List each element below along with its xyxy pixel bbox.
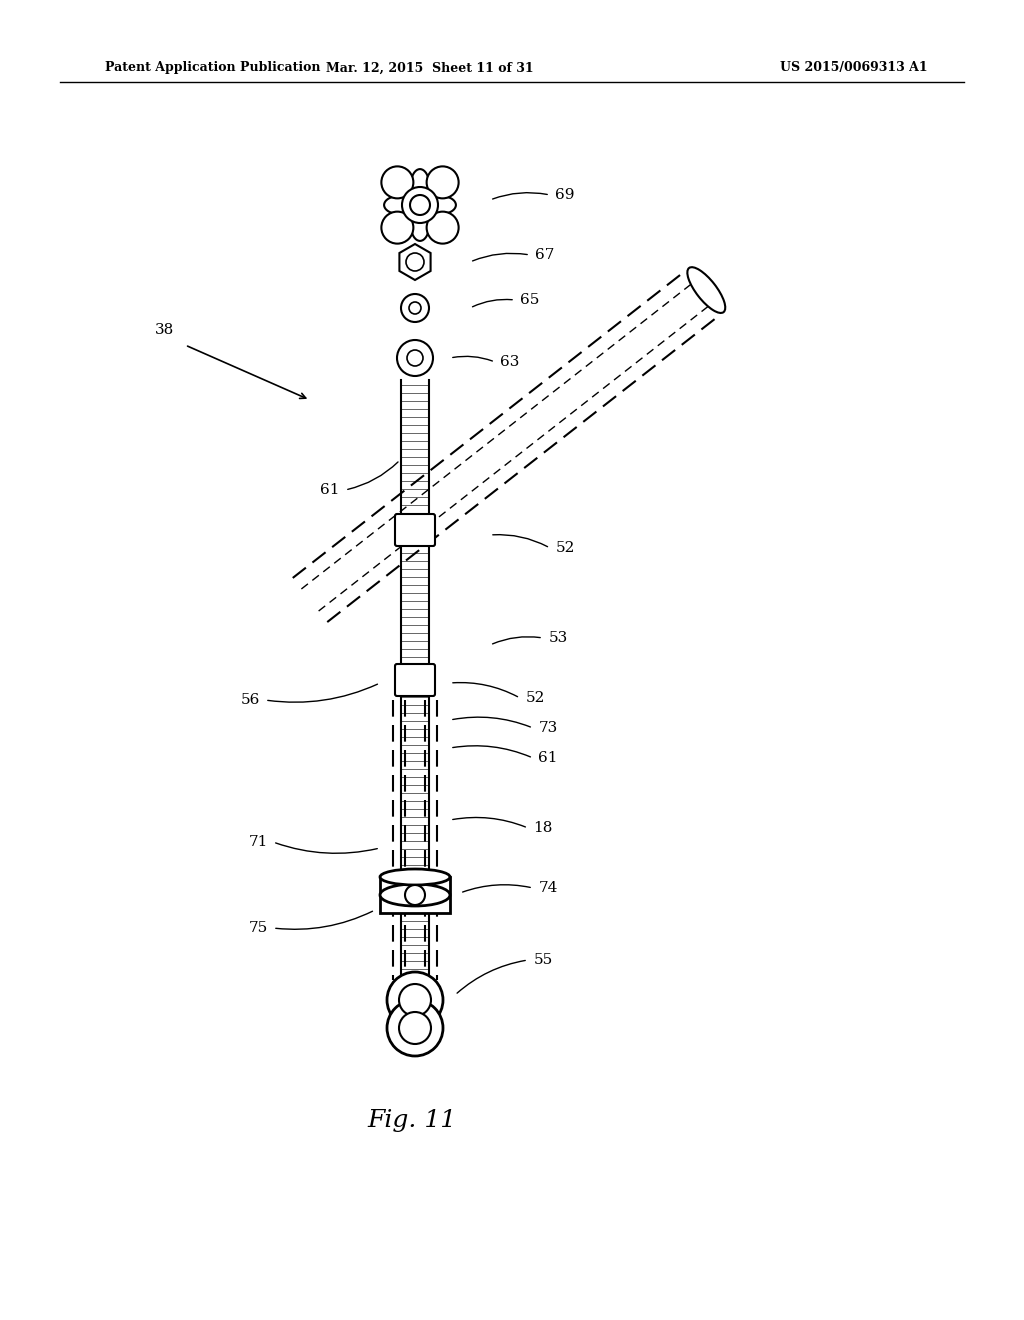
Text: Patent Application Publication: Patent Application Publication [105, 62, 321, 74]
Circle shape [397, 341, 433, 376]
Circle shape [387, 1001, 443, 1056]
Circle shape [427, 211, 459, 244]
Text: 61: 61 [539, 751, 558, 766]
Polygon shape [399, 244, 430, 280]
Text: 55: 55 [534, 953, 553, 968]
FancyBboxPatch shape [395, 664, 435, 696]
Text: 61: 61 [321, 483, 340, 498]
Circle shape [381, 211, 414, 244]
Text: 71: 71 [248, 836, 267, 849]
Text: 53: 53 [549, 631, 567, 645]
Ellipse shape [380, 884, 450, 906]
Ellipse shape [384, 195, 414, 214]
Text: 18: 18 [534, 821, 553, 836]
Circle shape [409, 302, 421, 314]
FancyBboxPatch shape [395, 513, 435, 546]
Text: 67: 67 [536, 248, 555, 261]
Text: 52: 52 [555, 541, 574, 554]
Text: 63: 63 [501, 355, 520, 370]
Circle shape [399, 983, 431, 1016]
Text: 75: 75 [249, 921, 267, 935]
Circle shape [410, 195, 430, 215]
Text: 56: 56 [241, 693, 260, 708]
FancyBboxPatch shape [380, 876, 450, 913]
Circle shape [401, 294, 429, 322]
Text: 65: 65 [520, 293, 540, 308]
Circle shape [402, 187, 438, 223]
Circle shape [406, 253, 424, 271]
Ellipse shape [426, 195, 456, 214]
Circle shape [406, 884, 425, 906]
Text: 38: 38 [156, 323, 175, 337]
Ellipse shape [687, 267, 725, 313]
Text: 52: 52 [525, 690, 545, 705]
Text: 74: 74 [539, 880, 558, 895]
Circle shape [387, 972, 443, 1028]
Ellipse shape [411, 169, 429, 199]
Circle shape [381, 166, 414, 198]
Text: US 2015/0069313 A1: US 2015/0069313 A1 [780, 62, 928, 74]
Circle shape [407, 350, 423, 366]
Circle shape [399, 1012, 431, 1044]
Text: 69: 69 [555, 187, 574, 202]
Text: 73: 73 [539, 721, 558, 735]
Text: Mar. 12, 2015  Sheet 11 of 31: Mar. 12, 2015 Sheet 11 of 31 [327, 62, 534, 74]
Text: Fig. 11: Fig. 11 [368, 1109, 457, 1131]
Ellipse shape [380, 869, 450, 884]
Circle shape [427, 166, 459, 198]
Ellipse shape [411, 211, 429, 242]
